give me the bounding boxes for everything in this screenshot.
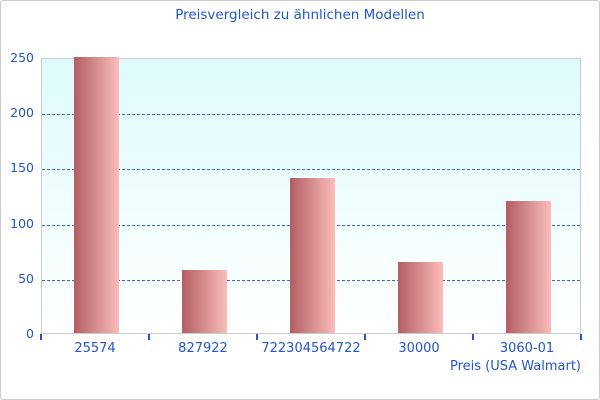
x-axis-tick (364, 334, 366, 340)
bar-827922 (181, 270, 227, 333)
gridline-150 (42, 169, 580, 171)
y-tick-label-200: 200 (10, 105, 34, 121)
bar-722304564722 (289, 178, 335, 333)
x-axis-tick (148, 334, 150, 340)
bar-3060-01 (505, 200, 551, 333)
x-axis-tick (580, 334, 582, 340)
bar-25574 (73, 57, 119, 333)
plot-area (41, 57, 581, 334)
y-tick-label-100: 100 (10, 215, 34, 231)
y-tick-label-250: 250 (10, 50, 34, 65)
x-axis-tick (40, 334, 42, 340)
bar-30000 (397, 262, 443, 333)
x-tick-label-25574: 25574 (74, 341, 116, 356)
x-axis-tick (256, 334, 258, 340)
x-tick-label-30000: 30000 (398, 341, 440, 356)
x-tick-label-722304564722: 722304564722 (261, 341, 361, 356)
y-tick-label-0: 0 (26, 326, 34, 341)
y-tick-label-150: 150 (10, 160, 34, 176)
x-axis-tick (472, 334, 474, 340)
x-tick-label-3060-01: 3060-01 (499, 341, 555, 356)
y-tick-label-50: 50 (18, 270, 34, 286)
gridline-200 (42, 114, 580, 116)
x-axis-title: Preis (USA Walmart) (449, 359, 581, 374)
x-tick-label-827922: 827922 (178, 341, 228, 356)
chart-title: Preisvergleich zu ähnlichen Modellen (175, 7, 425, 23)
